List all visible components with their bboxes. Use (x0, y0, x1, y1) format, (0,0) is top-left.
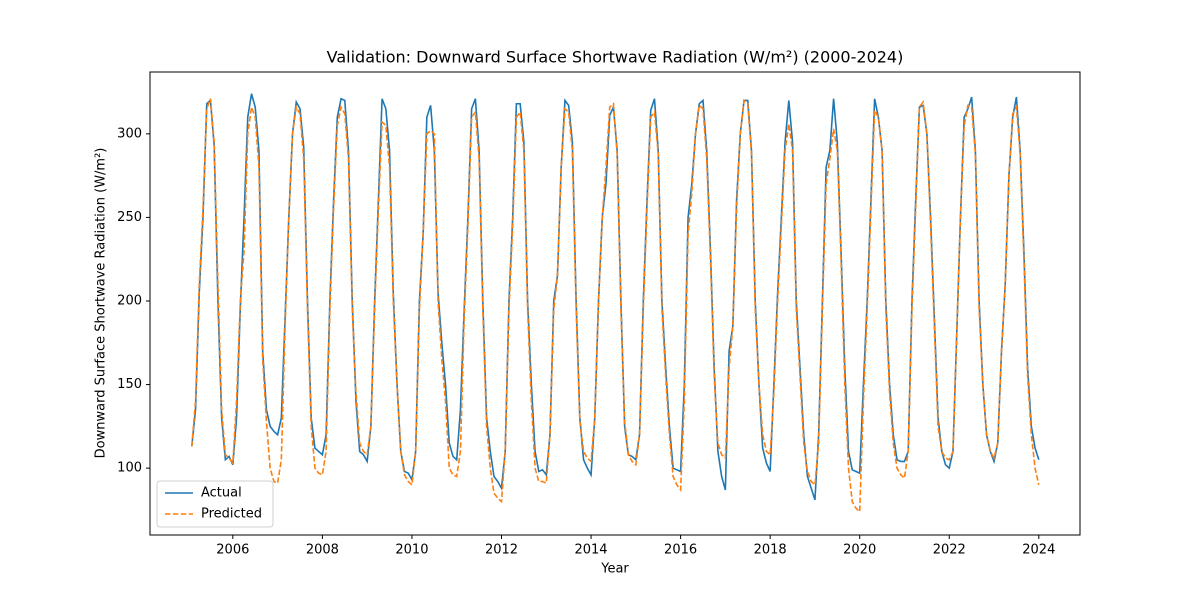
x-tick-label: 2022 (933, 543, 966, 558)
y-tick-label: 100 (117, 461, 142, 476)
y-axis-label: Downward Surface Shortwave Radiation (W/… (94, 148, 109, 459)
y-tick-label: 300 (117, 126, 142, 141)
legend-label: Predicted (201, 507, 262, 522)
x-tick-label: 2024 (1022, 543, 1055, 558)
x-tick-label: 2018 (754, 543, 787, 558)
plot-frame (149, 71, 1081, 536)
x-tick-label: 2020 (843, 543, 876, 558)
x-tick-label: 2016 (664, 543, 697, 558)
chart-title: Validation: Downward Surface Shortwave R… (327, 48, 904, 67)
x-tick-label: 2012 (485, 543, 518, 558)
series-line (190, 98, 1040, 514)
y-tick-label: 150 (117, 377, 142, 392)
legend-label: Actual (201, 486, 242, 501)
y-tick-label: 200 (117, 293, 142, 308)
x-tick-label: 2010 (395, 543, 428, 558)
x-tick-label: 2014 (574, 543, 607, 558)
x-tick-label: 2006 (216, 543, 249, 558)
x-tick-label: 2008 (306, 543, 339, 558)
x-axis-label: Year (600, 562, 629, 577)
y-tick-label: 250 (117, 210, 142, 225)
